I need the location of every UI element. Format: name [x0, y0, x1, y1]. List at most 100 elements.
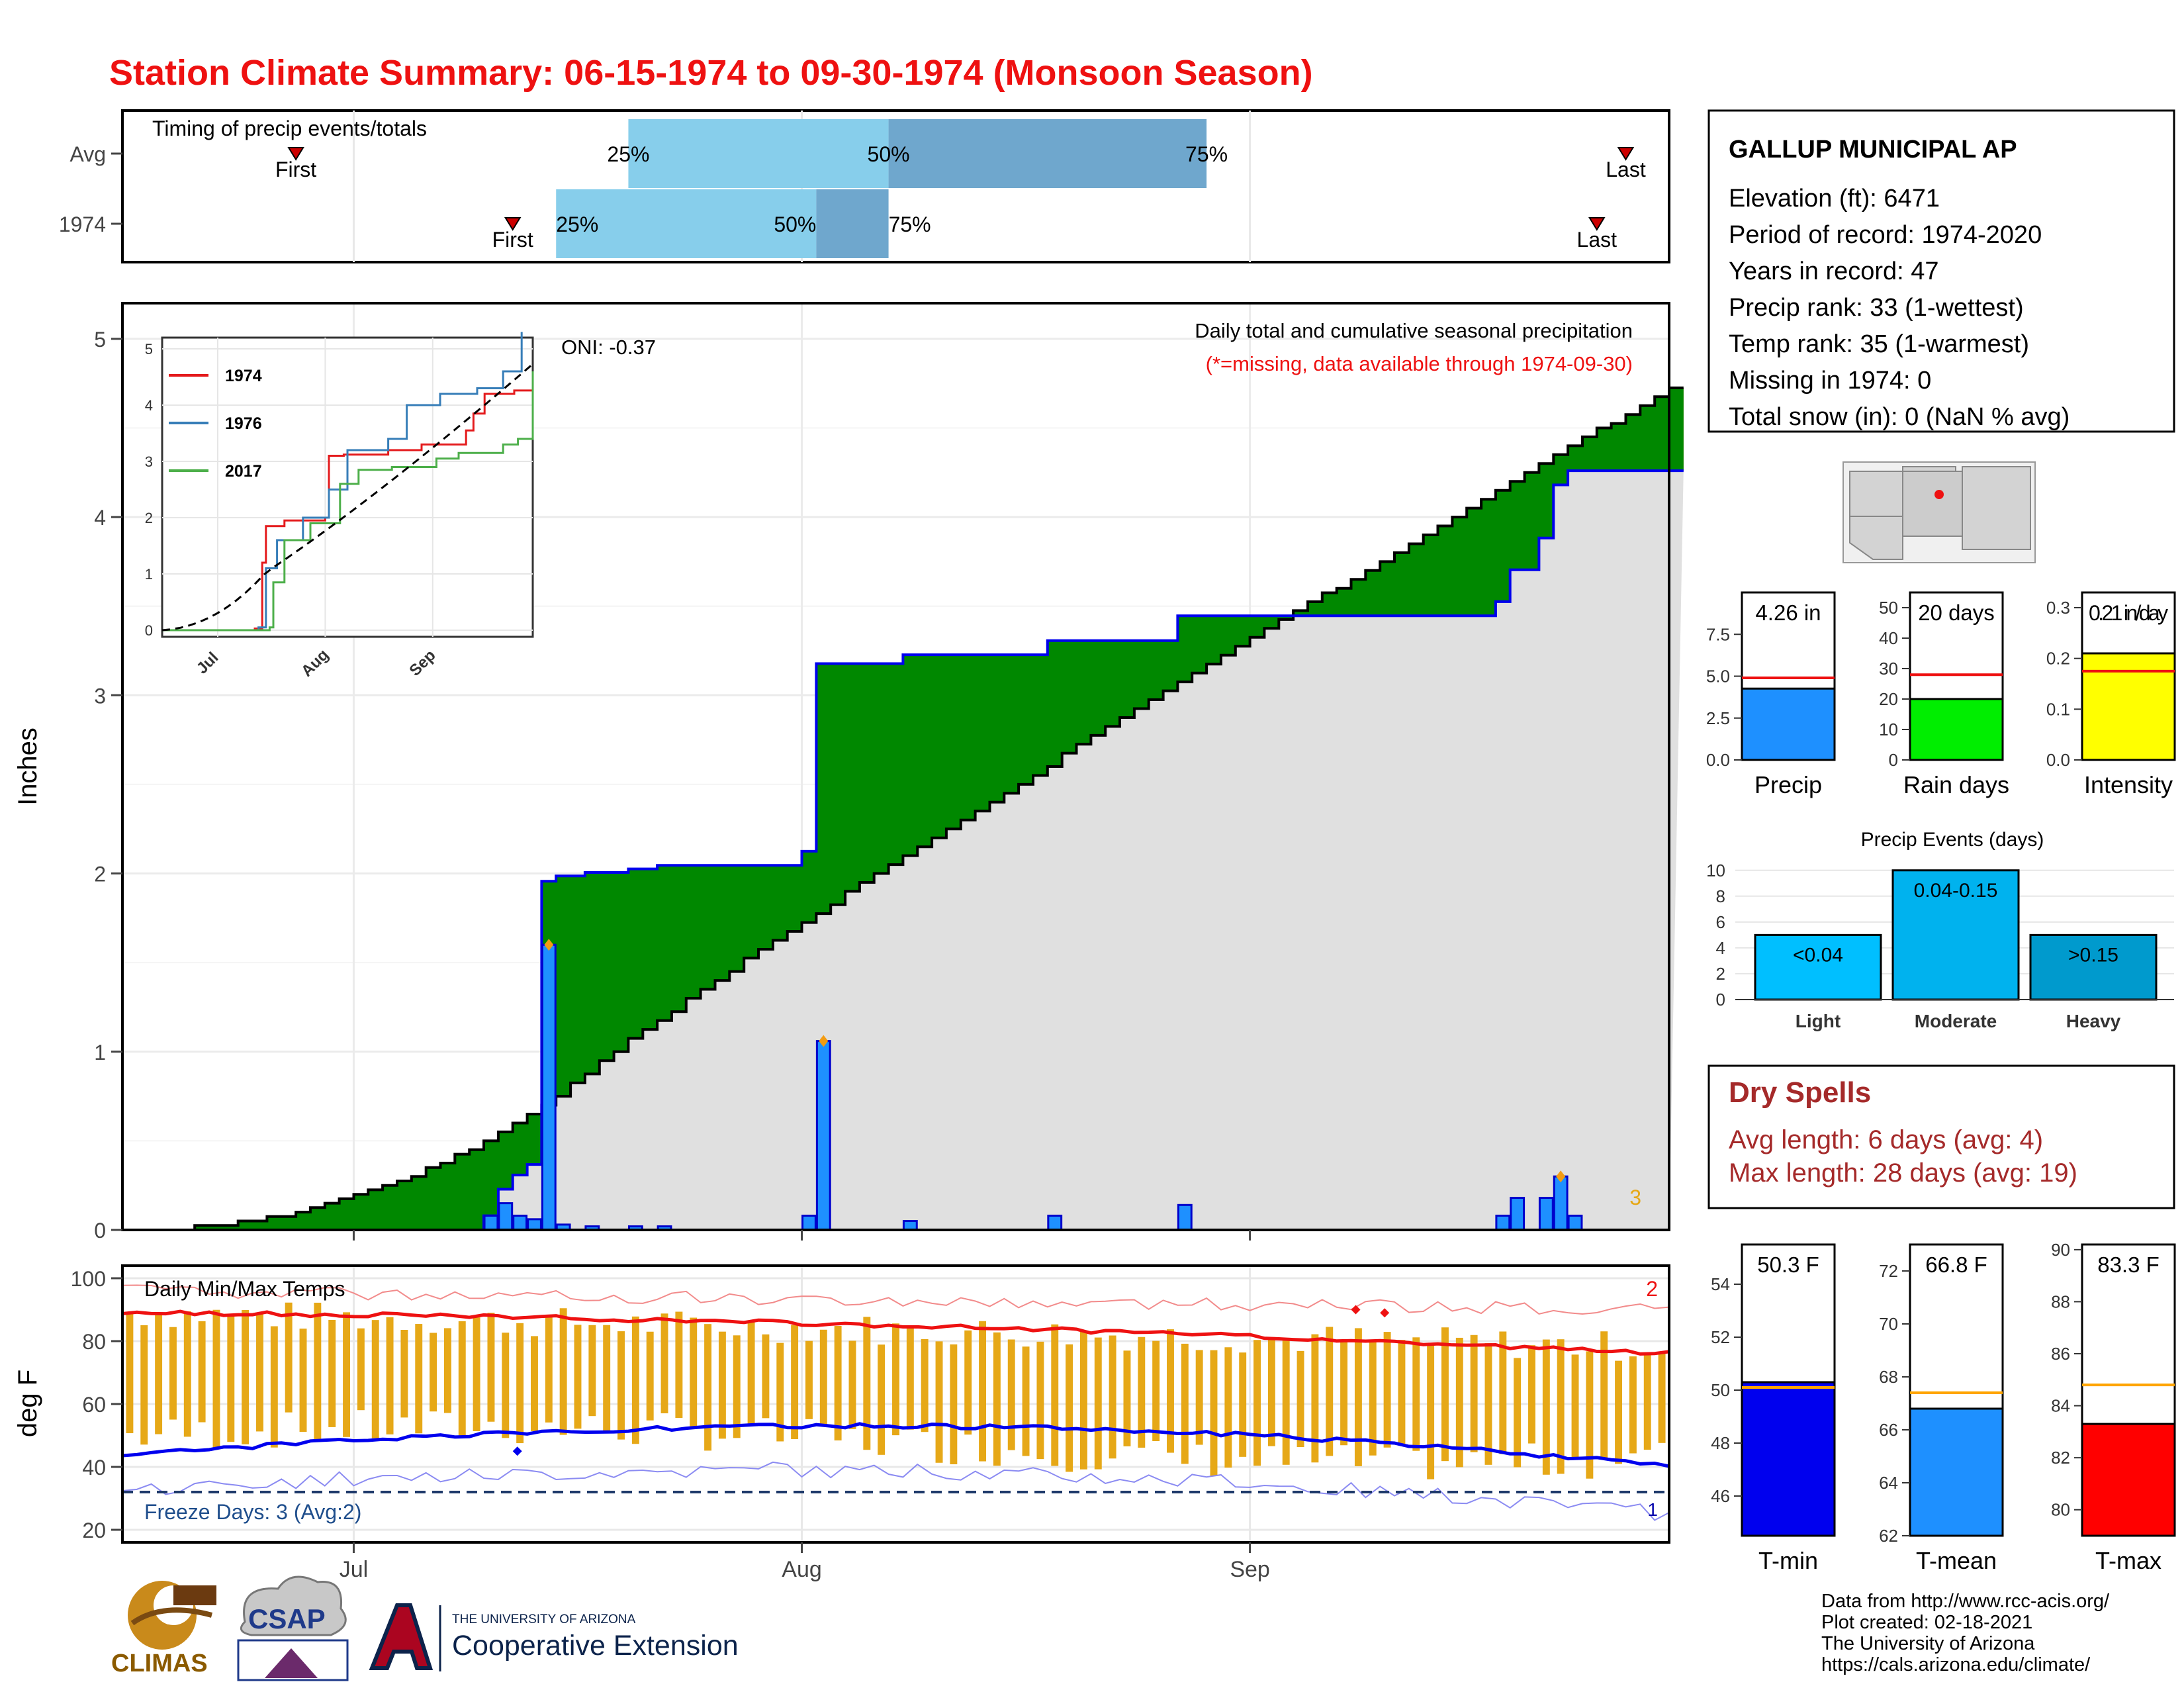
- daily-temp-range-bar: [531, 1336, 538, 1431]
- daily-temp-range-bar: [921, 1338, 929, 1432]
- precip-y-tick-label: 1: [94, 1041, 106, 1064]
- station-box: GALLUP MUNICIPAL AP Elevation (ft): 6471…: [1707, 109, 2175, 433]
- footer-credits: Data from http://www.rcc-acis.org/ Plot …: [1821, 1591, 2110, 1675]
- timing-p50-label: 50%: [774, 212, 816, 236]
- timing-bar-50-75: [888, 119, 1207, 188]
- temp-y-tick-label: 40: [82, 1456, 106, 1479]
- temp-corner-bottom: 1: [1647, 1499, 1658, 1520]
- events-bar: [2029, 933, 2158, 1001]
- daily-precip-bar: [498, 1202, 514, 1231]
- summary-bar: [1909, 1407, 2004, 1537]
- daily-temp-range-bar: [357, 1328, 365, 1411]
- precip-annotation-missing: (*=missing, data available through 1974-…: [1206, 352, 1633, 375]
- daily-temp-range-bar: [155, 1315, 163, 1434]
- daily-temp-range-bar: [1138, 1336, 1146, 1448]
- daily-temp-range-bar: [1253, 1340, 1261, 1466]
- station-info-line: Period of record: 1974-2020: [1729, 221, 2042, 249]
- daily-temp-range-bar: [660, 1313, 668, 1414]
- daily-temp-range-bar: [502, 1333, 510, 1438]
- locator-map: [1843, 461, 2036, 563]
- daily-temp-range-bar: [964, 1330, 972, 1435]
- summary-y-tick-label: 82: [2051, 1448, 2070, 1468]
- timing-row: Avg 25% 50% 75% First Last: [69, 119, 1646, 188]
- summary-value-label: 4.26 in: [1755, 600, 1821, 625]
- daily-temp-range-bar: [1615, 1360, 1623, 1464]
- record-high-line: [122, 1284, 1670, 1315]
- daily-temp-range-bar: [1181, 1343, 1189, 1464]
- daily-temp-range-bar: [892, 1323, 899, 1436]
- precip-y-label: Inches: [13, 727, 42, 806]
- daily-temp-range-bar: [443, 1328, 451, 1413]
- daily-temp-range-bar: [559, 1308, 567, 1435]
- summary-chart-intensity: 0.0 0.1 0.2 0.3 Intensity 0.21 in/day: [2046, 591, 2176, 798]
- observed-surplus-fill: [122, 387, 1684, 1230]
- summary-y-tick-label: 0.1: [2046, 699, 2070, 719]
- daily-temp-range-bar: [819, 1329, 827, 1425]
- events-bar-range: >0.15: [2068, 944, 2118, 966]
- daily-temp-range-bar: [675, 1311, 683, 1418]
- precip-y-tick-label: 4: [94, 506, 106, 530]
- daily-temp-range-bar: [1239, 1352, 1247, 1457]
- daily-temp-range-bar: [1571, 1354, 1579, 1460]
- daily-temp-range-bar: [1557, 1339, 1565, 1474]
- temperature-panel: 20 40 60 80 100 Jul Aug Sep Daily Min/Max Temps…: [13, 1264, 1670, 1582]
- precip-y-tick-label: 2: [94, 863, 106, 886]
- events-bar-label: Light: [1796, 1011, 1841, 1031]
- daily-temp-range-bar: [1470, 1335, 1478, 1452]
- timing-row: 1974 25% 50% 75% First Last: [59, 189, 1617, 258]
- timing-last-label: Last: [1606, 158, 1646, 181]
- summary-chart-precip: 0.0 2.5 5.0 7.5 Precip 4.26 in: [1706, 591, 1836, 798]
- temp-x-tick-label: Aug: [782, 1557, 822, 1582]
- summary-y-tick-label: 80: [2051, 1500, 2070, 1520]
- daily-temp-range-bar: [487, 1313, 495, 1422]
- dry-spells-avg: Avg length: 6 days (avg: 4): [1729, 1125, 2043, 1154]
- daily-temp-range-bar: [1658, 1353, 1666, 1443]
- inset-line-1974: [162, 389, 533, 632]
- inset-y-tick-label: 0: [145, 622, 153, 639]
- precip-y-tick-label: 3: [94, 684, 106, 708]
- daily-temp-range-bar: [617, 1331, 625, 1440]
- daily-precip-bar: [512, 1214, 528, 1231]
- summary-label: Rain days: [1903, 771, 2009, 798]
- daily-temp-range-bar: [1340, 1341, 1348, 1446]
- precip-y-tick-label: 5: [94, 328, 106, 352]
- summary-y-tick-label: 46: [1711, 1486, 1730, 1506]
- freeze-days-text: Freeze Days: 3 (Avg:2): [144, 1500, 361, 1524]
- daily-temp-range-bar: [878, 1344, 886, 1455]
- daily-temp-range-bar: [588, 1325, 596, 1417]
- daily-temp-range-bar: [1123, 1350, 1131, 1446]
- daily-temp-range-bar: [1354, 1328, 1362, 1466]
- station-info-line: Years in record: 47: [1729, 258, 1939, 285]
- avg-min-temp-line: [122, 1422, 1670, 1468]
- daily-precip-bar: [1047, 1214, 1063, 1231]
- daily-temp-range-bar: [776, 1342, 784, 1442]
- timing-p75-label: 75%: [889, 212, 931, 236]
- daily-temp-range-bar: [1629, 1356, 1637, 1454]
- ua-logo-big-text: Cooperative Extension: [452, 1630, 739, 1662]
- daily-temp-range-bar: [1109, 1335, 1116, 1459]
- daily-temp-range-bar: [242, 1309, 250, 1444]
- timing-first-marker: [504, 217, 522, 231]
- summary-bar: [2081, 652, 2176, 761]
- daily-temp-range-bar: [791, 1325, 799, 1439]
- summary-bar: [1741, 687, 1836, 761]
- inset-y-tick-label: 2: [145, 510, 153, 526]
- footer-line-4: https://cals.arizona.edu/climate/: [1821, 1654, 2091, 1675]
- daily-temp-range-bar: [1528, 1345, 1535, 1444]
- daily-precip-bar: [801, 1214, 817, 1231]
- record-low-marker: [512, 1446, 522, 1456]
- summary-chart-rain-days: 0 10 20 30 40 50 Rain days 20 days: [1879, 591, 2009, 798]
- timing-panel: Timing of precip events/totals Avg 25% 50%…: [59, 109, 1670, 263]
- daily-temp-range-bar: [1297, 1350, 1304, 1448]
- timing-last-label: Last: [1577, 228, 1617, 252]
- daily-temp-range-bar: [1484, 1343, 1492, 1465]
- events-y-tick-label: 6: [1716, 912, 1725, 932]
- summary-y-tick-label: 0: [1889, 750, 1898, 770]
- daily-temp-range-bar: [603, 1325, 611, 1432]
- events-bar-range: 0.04-0.15: [1914, 880, 1998, 902]
- timing-p25-label: 25%: [556, 212, 598, 236]
- daily-temp-range-bar: [126, 1313, 134, 1434]
- summary-y-tick-label: 48: [1711, 1433, 1730, 1453]
- summary-value-label: 0.21 in/day: [2089, 601, 2168, 625]
